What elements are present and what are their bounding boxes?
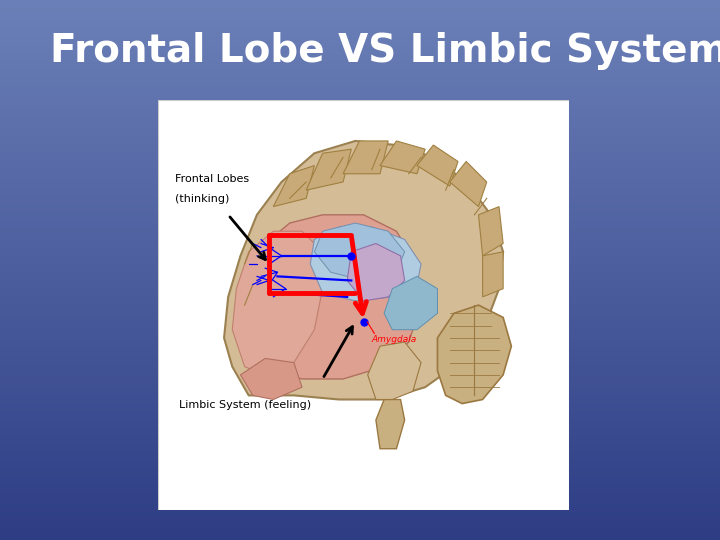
- PathPatch shape: [376, 400, 405, 449]
- PathPatch shape: [347, 244, 405, 301]
- PathPatch shape: [368, 342, 421, 400]
- PathPatch shape: [417, 145, 458, 186]
- PathPatch shape: [233, 231, 323, 375]
- PathPatch shape: [343, 141, 388, 174]
- Text: Frontal Lobes: Frontal Lobes: [175, 174, 249, 184]
- PathPatch shape: [450, 161, 487, 207]
- Text: (thinking): (thinking): [175, 194, 229, 205]
- PathPatch shape: [306, 149, 351, 190]
- Text: Amygdala: Amygdala: [372, 335, 417, 344]
- PathPatch shape: [438, 305, 511, 403]
- PathPatch shape: [479, 207, 503, 256]
- PathPatch shape: [274, 166, 315, 207]
- PathPatch shape: [240, 359, 302, 400]
- PathPatch shape: [224, 141, 503, 400]
- Text: Frontal Lobe VS Limbic System: Frontal Lobe VS Limbic System: [50, 32, 720, 70]
- Text: Limbic System (feeling): Limbic System (feeling): [179, 400, 311, 410]
- PathPatch shape: [236, 256, 269, 297]
- PathPatch shape: [236, 297, 269, 338]
- PathPatch shape: [380, 141, 425, 174]
- PathPatch shape: [315, 223, 405, 280]
- PathPatch shape: [245, 215, 421, 379]
- PathPatch shape: [384, 276, 438, 330]
- PathPatch shape: [482, 252, 503, 297]
- PathPatch shape: [310, 227, 421, 301]
